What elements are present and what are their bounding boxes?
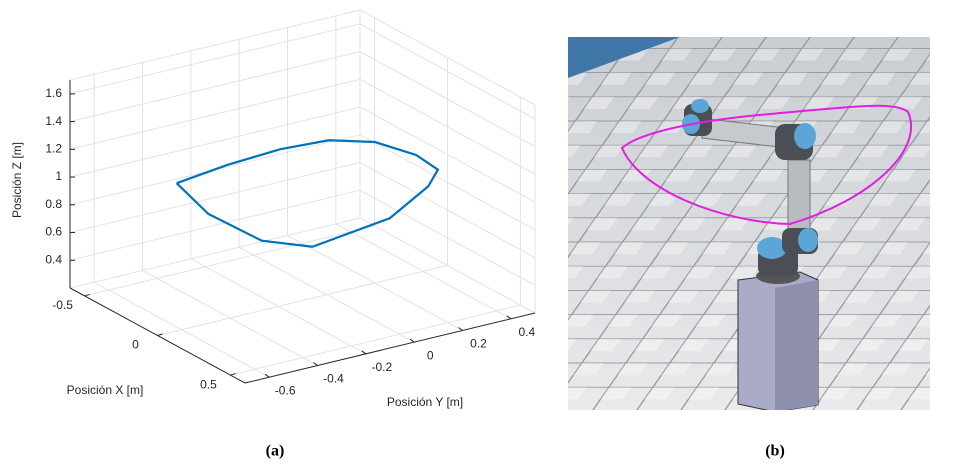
grid-line bbox=[70, 163, 360, 233]
figure: 0.4 0.6 0.8 1 1.2 1.4 1.6 -0.5 0 0.5 -0.6 -0.4 -0.2 0… bbox=[0, 0, 971, 462]
grid-line bbox=[70, 24, 360, 94]
x-tick-label: 0.5 bbox=[200, 377, 217, 391]
grid-line bbox=[158, 266, 448, 336]
z-tick-label: 1.6 bbox=[45, 86, 62, 100]
pedestal-side bbox=[775, 280, 818, 412]
z-axis-label: Posición Z [m] bbox=[10, 142, 24, 218]
box-edge bbox=[70, 10, 360, 80]
axes-3d: 0.4 0.6 0.8 1 1.2 1.4 1.6 -0.5 0 0.5 -0.6 -0.4 -0.2 0… bbox=[45, 10, 535, 397]
grid-line bbox=[85, 226, 375, 296]
caption: (b) bbox=[765, 443, 785, 460]
x-tick-label: -0.5 bbox=[52, 298, 73, 312]
z-tick-label: 0.4 bbox=[45, 252, 62, 266]
page: {"chart_data": {"type": "line3d", "xlabe… bbox=[0, 0, 971, 462]
z-tick-label: 0.8 bbox=[45, 197, 62, 211]
x-axis-label: Posición X [m] bbox=[67, 383, 144, 397]
joint-cap bbox=[798, 228, 818, 252]
z-tick-label: 0.6 bbox=[45, 225, 62, 239]
y-tick-label: -0.4 bbox=[323, 372, 344, 386]
grid-line bbox=[70, 190, 360, 260]
robot-render bbox=[568, 37, 930, 412]
caption: (a) bbox=[266, 443, 285, 460]
z-tick-label: 1 bbox=[55, 169, 62, 183]
y-tick-label: -0.2 bbox=[371, 360, 392, 374]
x-tick-label: 0 bbox=[132, 338, 139, 352]
z-tick-label: 1.2 bbox=[45, 142, 62, 156]
z-tick-label: 1.4 bbox=[45, 114, 62, 128]
y-tick-label: 0.2 bbox=[470, 337, 487, 351]
grid-line bbox=[70, 79, 360, 149]
grid-line bbox=[70, 52, 360, 122]
y-tick-label: 0.4 bbox=[518, 325, 535, 339]
box-edge bbox=[70, 218, 360, 288]
y-tick-label: 0 bbox=[427, 348, 434, 362]
y-axis-label: Posición Y [m] bbox=[387, 395, 463, 409]
y-tick-label: -0.6 bbox=[275, 383, 296, 397]
joint-cap bbox=[794, 123, 816, 149]
joint-cap bbox=[691, 99, 709, 113]
